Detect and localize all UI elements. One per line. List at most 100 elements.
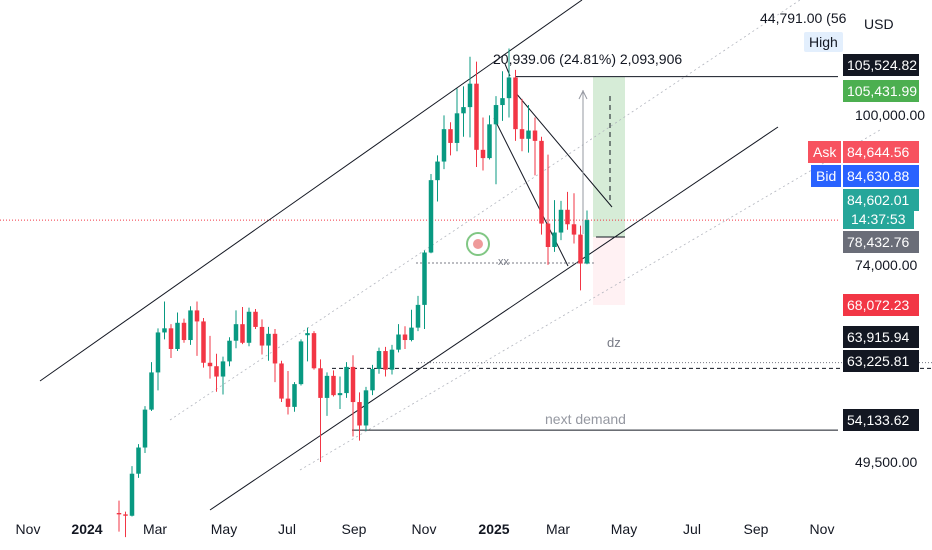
candle-body [519,129,525,139]
candle [233,310,239,349]
candle-body [435,161,440,181]
ask-tag[interactable]: Ask [808,141,842,163]
candle [357,392,362,441]
price-label-p74000[interactable]: 74,000.00 [855,257,918,273]
time-tick: Sep [743,521,769,537]
candle-body [350,366,356,403]
candle [578,225,583,291]
candle-body [311,333,317,369]
time-tick: Sep [341,521,367,537]
candle-body [279,363,284,399]
candle [136,444,141,478]
candle-body [370,368,375,391]
high-badge[interactable]: High [804,32,843,52]
price-label-bid[interactable]: 84,630.88 [843,165,919,187]
candle-body [552,232,557,247]
candle-body [428,180,434,253]
price-label-p68072[interactable]: 68,072.23 [843,294,919,316]
candle-body [461,107,466,114]
candle [266,326,271,361]
price-label-p63915[interactable]: 63,915.94 [843,326,919,348]
candle [545,154,551,265]
measure-arrow-head [578,89,588,100]
candle [552,200,557,252]
channel-upper-line [39,0,583,382]
candle [240,306,245,345]
candle-body [454,113,460,143]
time-tick: Mar [142,521,168,537]
candle-body [409,327,414,341]
candle [402,326,408,349]
candle-body [123,514,128,516]
dz-label: dz [605,335,623,350]
price-label-p49500[interactable]: 49,500.00 [855,454,918,470]
time-tick: May [610,521,638,537]
candle [162,301,167,340]
candle-body [175,322,180,349]
candle-body [474,83,479,150]
candle-body [240,324,245,343]
candle [500,71,505,121]
candle [305,327,310,362]
candle [461,86,466,137]
candle [344,362,349,398]
candle [220,356,226,395]
price-label-ask[interactable]: 84,644.56 [843,141,919,163]
candle-body [532,130,538,141]
candle [558,200,564,241]
candle [396,324,401,353]
candle-body [259,326,265,346]
candle-body [285,398,291,407]
candle-body [129,473,135,516]
candle [454,88,460,152]
candle-body [513,77,518,130]
candle [448,122,453,156]
watermark-logo [466,232,490,256]
time-tick: Nov [15,521,41,537]
time-tick: Mar [545,521,571,537]
candle [292,382,297,412]
currency-label[interactable]: USD [864,16,894,32]
candle-body [493,105,499,125]
countdown-timer: 14:37:53 [843,209,914,229]
candle-body [188,310,193,341]
price-label-p105524[interactable]: 105,524.82 [843,54,919,76]
candle-body [500,98,505,106]
price-label-p100000[interactable]: 100,000.00 [855,107,926,123]
candle-body [298,341,304,385]
candle [116,500,122,532]
candle [376,347,382,374]
candle [539,136,544,235]
candle-body [253,311,258,327]
candle [279,360,284,403]
bid-tag[interactable]: Bid [811,165,842,187]
measure-label: 20,939.06 (24.81%) 2,093,906 [493,51,683,67]
candle-body [558,209,564,233]
time-tick: May [210,521,238,537]
candle [181,318,187,343]
candle [571,193,577,244]
candle-body [168,328,174,349]
candle-body [487,124,492,159]
price-label-p63225[interactable]: 63,225.81 [843,350,919,372]
candle-body [467,83,473,108]
candle-body [305,333,310,336]
price-label-p78432[interactable]: 78,432.76 [843,231,919,253]
candle-body [162,328,167,333]
candle-body [207,362,213,367]
price-label-p54133[interactable]: 54,133.62 [843,409,919,431]
price-label-last[interactable]: 84,602.01 [843,189,919,211]
candle-body [441,129,447,162]
candle [188,306,193,345]
candle [474,61,479,168]
candle-body [142,409,148,448]
candle [253,309,258,330]
candle [227,337,232,367]
candle-body [214,366,219,377]
next-demand-label: next demand [541,411,630,427]
price-label-p105431[interactable]: 105,431.99 [843,80,919,102]
time-tick: Jul [683,521,701,537]
candle-body [584,220,590,264]
candle [214,353,219,392]
